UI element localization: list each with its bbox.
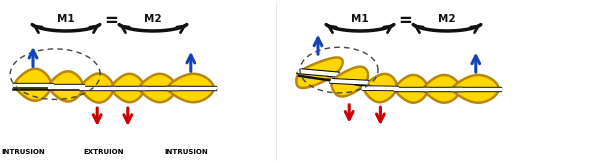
Polygon shape (47, 84, 85, 89)
Polygon shape (362, 86, 398, 91)
Text: =: = (104, 12, 118, 30)
Text: M2: M2 (144, 14, 162, 24)
Polygon shape (79, 87, 115, 88)
Polygon shape (331, 80, 368, 82)
Polygon shape (395, 75, 428, 103)
Polygon shape (13, 84, 53, 85)
Polygon shape (299, 70, 338, 74)
Polygon shape (453, 75, 499, 103)
Polygon shape (394, 88, 430, 89)
Polygon shape (166, 87, 216, 88)
Polygon shape (166, 86, 216, 90)
Text: M1: M1 (57, 14, 75, 24)
Text: EXTRUION: EXTRUION (83, 149, 124, 155)
Polygon shape (329, 79, 369, 85)
Polygon shape (364, 74, 397, 102)
Text: INTRUSION: INTRUSION (1, 149, 44, 155)
Polygon shape (422, 89, 462, 90)
Text: M2: M2 (438, 14, 456, 24)
Text: M1: M1 (351, 14, 369, 24)
Polygon shape (362, 88, 398, 90)
Polygon shape (79, 86, 115, 90)
Polygon shape (81, 74, 113, 103)
Polygon shape (49, 71, 83, 102)
Polygon shape (422, 88, 462, 89)
Polygon shape (298, 72, 337, 76)
Polygon shape (138, 87, 178, 88)
Polygon shape (138, 86, 178, 90)
Polygon shape (451, 89, 501, 90)
Polygon shape (330, 81, 367, 84)
Text: INTRUSION: INTRUSION (164, 149, 208, 155)
Text: =: = (398, 12, 412, 30)
Polygon shape (394, 87, 430, 91)
Polygon shape (140, 74, 176, 102)
Polygon shape (362, 87, 398, 88)
Polygon shape (13, 83, 53, 87)
Polygon shape (422, 87, 462, 91)
Polygon shape (15, 69, 51, 101)
Polygon shape (424, 75, 460, 103)
Polygon shape (451, 88, 501, 89)
Polygon shape (451, 87, 501, 91)
Polygon shape (47, 85, 85, 86)
Polygon shape (296, 69, 340, 77)
Polygon shape (168, 74, 214, 102)
Polygon shape (110, 87, 146, 88)
Polygon shape (394, 89, 430, 90)
Polygon shape (296, 57, 343, 88)
Polygon shape (110, 86, 146, 90)
Polygon shape (13, 85, 53, 86)
Polygon shape (332, 67, 368, 96)
Polygon shape (112, 74, 144, 102)
Polygon shape (47, 87, 85, 88)
